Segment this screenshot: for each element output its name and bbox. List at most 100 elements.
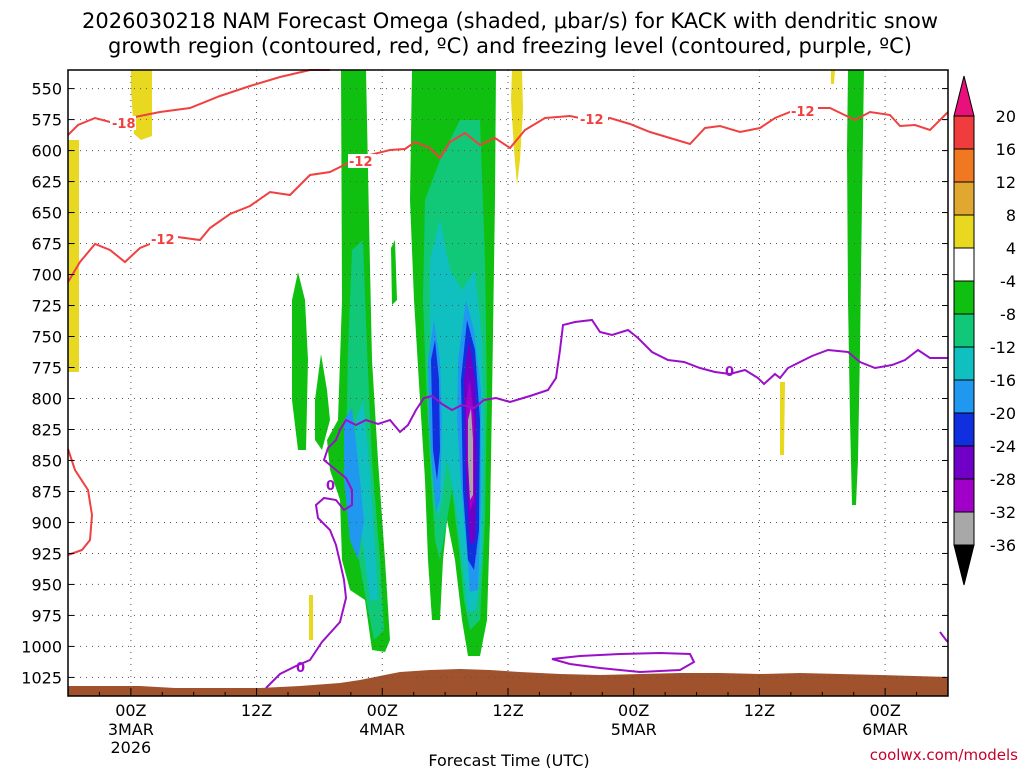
x-axis-title: Forecast Time (UTC) xyxy=(428,751,589,768)
colorbar-cell xyxy=(953,511,975,546)
freezing-contour-line xyxy=(551,651,696,674)
y-axis: 550 575 600 625 650 675 700 725 750 775 800 825 850 8… xyxy=(21,80,948,687)
colorbar-cell xyxy=(953,412,975,447)
colorbar-label: -12 xyxy=(990,338,1016,357)
freezing-contour-line xyxy=(265,318,948,689)
x-tick-year: 2026 xyxy=(110,738,151,757)
colorbar-label: -36 xyxy=(990,536,1016,555)
omega-negative-shade xyxy=(315,354,330,450)
y-tick-label: 775 xyxy=(31,359,62,378)
omega-positive-shade xyxy=(131,70,152,140)
y-tick-label: 875 xyxy=(31,482,62,501)
y-tick-label: 650 xyxy=(31,204,62,223)
chart-title-line-2: growth region (contoured, red, ºC) and f… xyxy=(108,34,912,58)
x-tick-label: 00Z xyxy=(618,701,649,720)
colorbar-label: 20 xyxy=(996,107,1016,126)
colorbar-cell xyxy=(953,346,975,381)
colorbar-label: 12 xyxy=(996,173,1016,192)
colorbar-label: -28 xyxy=(990,470,1016,489)
x-tick-label: 00Z xyxy=(115,701,146,720)
y-tick-label: 825 xyxy=(31,420,62,439)
omega-positive-shade xyxy=(68,140,79,372)
colorbar-label: -24 xyxy=(990,437,1016,456)
x-tick-date: 3MAR xyxy=(108,720,154,739)
colorbar-label: -4 xyxy=(1000,272,1016,291)
contour-label-bg xyxy=(348,154,376,168)
colorbar-label: -16 xyxy=(990,371,1016,390)
y-tick-label: 700 xyxy=(31,266,62,285)
y-tick-label: 950 xyxy=(31,575,62,594)
y-tick-label: 1000 xyxy=(21,637,62,656)
y-tick-label: 900 xyxy=(31,513,62,532)
colorbar-cell xyxy=(953,313,975,348)
colorbar-cap-bottom xyxy=(953,544,975,586)
freezing-contour-label: 0 xyxy=(296,661,305,676)
x-tick-label: 00Z xyxy=(367,701,398,720)
y-tick-label: 850 xyxy=(31,451,62,470)
y-tick-label: 675 xyxy=(31,235,62,254)
omega-negative-shade xyxy=(344,408,364,560)
colorbar-cell xyxy=(953,379,975,414)
omega-positive-shade xyxy=(309,595,313,640)
colorbar-label: 4 xyxy=(1006,239,1016,258)
x-tick-date: 6MAR xyxy=(862,720,908,739)
colorbar-cell xyxy=(953,445,975,480)
colorbar-cell xyxy=(953,247,975,282)
omega-negative-shade xyxy=(292,272,308,450)
dgz-contour-label: -18 xyxy=(112,117,136,132)
omega-shading xyxy=(68,70,864,656)
omega-negative-shade xyxy=(468,408,473,500)
dgz-contour-line xyxy=(67,69,330,136)
y-tick-label: 725 xyxy=(31,297,62,316)
colorbar-cell xyxy=(953,181,975,216)
dgz-contour-line xyxy=(67,448,94,556)
contour-label-bg xyxy=(150,232,178,246)
colorbar-label: -8 xyxy=(1000,305,1016,324)
colorbar-label: 16 xyxy=(996,140,1016,159)
y-tick-label: 925 xyxy=(31,544,62,563)
x-tick-date: 5MAR xyxy=(611,720,657,739)
y-tick-label: 575 xyxy=(31,111,62,130)
x-tick-label: 12Z xyxy=(241,701,272,720)
contour-label-bg xyxy=(790,104,818,118)
colorbar-cap-top xyxy=(953,75,975,117)
colorbar-cell xyxy=(953,148,975,183)
x-tick-label: 12Z xyxy=(492,701,523,720)
y-tick-label: 625 xyxy=(31,173,62,192)
omega-positive-shade xyxy=(511,70,523,185)
y-tick-label: 600 xyxy=(31,142,62,161)
y-tick-label: 800 xyxy=(31,389,62,408)
omega-positive-shade xyxy=(780,382,785,455)
omega-negative-shade xyxy=(391,240,397,305)
gridlines xyxy=(68,70,948,696)
omega-negative-shade xyxy=(847,70,864,505)
colorbar-cell xyxy=(953,115,975,150)
dgz-contour-label: -12 xyxy=(151,233,175,248)
colorbar-label: -32 xyxy=(990,503,1016,522)
x-tick-label: 00Z xyxy=(869,701,900,720)
chart-title-line-1: 2026030218 NAM Forecast Omega (shaded, μ… xyxy=(82,9,938,33)
colorbar-label: 8 xyxy=(1006,206,1016,225)
dgz-contour-label: -12 xyxy=(791,105,815,120)
y-tick-label: 550 xyxy=(31,80,62,99)
colorbar-cell xyxy=(953,280,975,315)
freezing-contour-label: 0 xyxy=(326,479,335,494)
credit-text: coolwx.com/models xyxy=(870,746,1018,764)
dgz-contour-label: -12 xyxy=(580,113,604,128)
y-tick-label: 750 xyxy=(31,328,62,347)
contour-label-bg xyxy=(110,116,136,130)
freezing-contour-label: 0 xyxy=(725,365,734,380)
contour-label-bg xyxy=(578,112,608,126)
omega-negative-shade xyxy=(354,400,378,600)
colorbar-cell xyxy=(953,478,975,513)
y-tick-label: 1025 xyxy=(21,668,62,687)
x-tick-label: 12Z xyxy=(744,701,775,720)
omega-negative-shade xyxy=(431,340,440,480)
colorbar: 20 16 12 8 4 -4 -8 -12 -16 -20 -24 -28 -32 -36 xyxy=(953,75,1016,586)
x-tick-date: 4MAR xyxy=(359,720,405,739)
y-tick-label: 975 xyxy=(31,606,62,625)
colorbar-cell xyxy=(953,214,975,249)
dgz-contour-label: -12 xyxy=(349,155,373,170)
